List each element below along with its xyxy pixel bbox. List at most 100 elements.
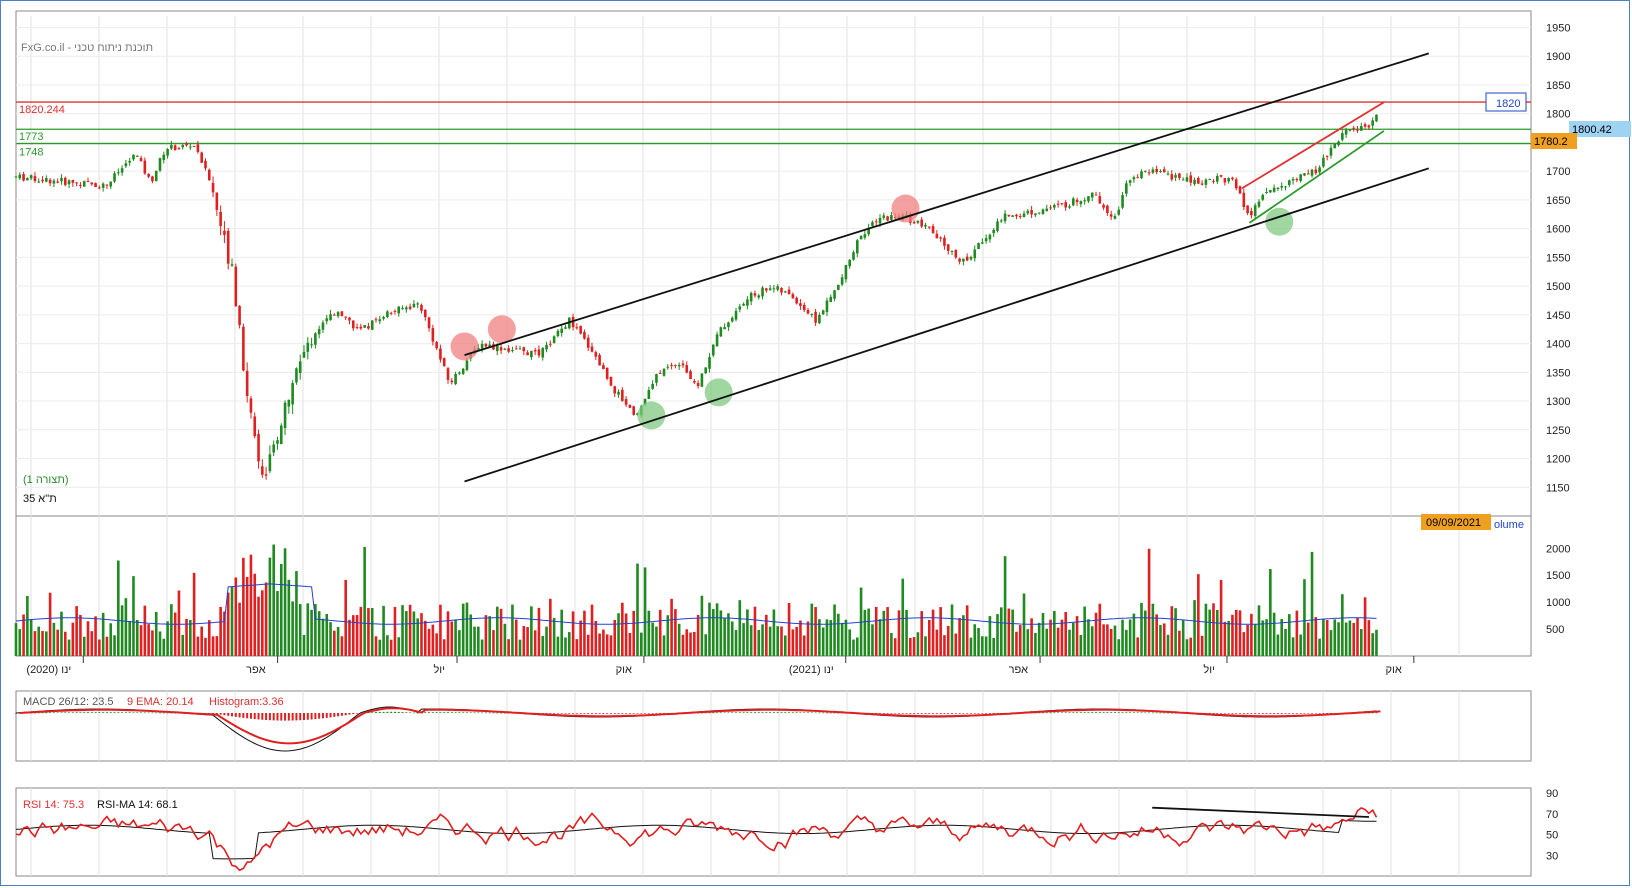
macd-histogram-bar — [371, 712, 374, 713]
macd-histogram-bar — [822, 712, 825, 714]
candle-body — [1299, 174, 1302, 181]
macd-histogram-bar — [1144, 712, 1147, 714]
candle-body — [90, 182, 94, 185]
candle-body — [120, 168, 124, 173]
candle-body — [882, 215, 886, 218]
candle-body — [56, 181, 59, 183]
candle-body — [1041, 209, 1045, 214]
macd-histogram-bar — [1246, 713, 1249, 714]
candle-body — [268, 454, 272, 472]
volume-ma-line — [15, 583, 1377, 625]
volume-bar — [840, 622, 844, 656]
volume-bar — [302, 634, 306, 656]
macd-histogram-bar — [227, 713, 230, 716]
macd-histogram-bar — [1140, 712, 1143, 714]
volume-tick-label: 1500 — [1546, 570, 1570, 582]
candle-body — [1090, 192, 1094, 198]
macd-histogram-bar — [935, 713, 938, 714]
volume-bar — [530, 606, 533, 656]
volume-bar — [442, 639, 446, 656]
macd-histogram-bar — [79, 712, 82, 713]
macd-histogram-bar — [803, 712, 806, 713]
candle-body — [1030, 209, 1033, 215]
candle-body — [329, 314, 332, 321]
volume-bar — [837, 613, 840, 656]
volume-bar — [189, 619, 192, 656]
volume-bar — [719, 610, 723, 656]
candle-body — [1280, 186, 1284, 188]
macd-histogram-bar — [829, 712, 832, 714]
macd-histogram-bar — [1072, 712, 1075, 713]
candle-body — [63, 177, 67, 185]
candle-body — [158, 158, 162, 171]
macd-histogram-bar — [75, 712, 78, 713]
rsi-label: RSI 14: 75.3 — [23, 799, 84, 811]
candle-body — [1204, 179, 1208, 185]
volume-bar — [738, 600, 742, 656]
macd-histogram-bar — [761, 712, 764, 713]
macd-histogram-bar — [985, 713, 988, 714]
candle-body — [1337, 141, 1340, 146]
volume-bar — [98, 639, 101, 656]
macd-histogram-bar — [750, 712, 753, 713]
rsi-panel — [15, 787, 1532, 877]
candle-body — [844, 265, 848, 280]
macd-histogram-bar — [1303, 713, 1306, 714]
macd-histogram-bar — [416, 712, 419, 714]
volume-bar — [742, 623, 745, 656]
candle-body — [98, 187, 101, 189]
candle-body — [1098, 196, 1102, 204]
candle-body — [621, 389, 624, 401]
macd-histogram-bar — [723, 712, 726, 714]
candle-body — [1306, 173, 1310, 175]
candle-body — [1060, 203, 1064, 205]
macd-histogram-bar — [1136, 712, 1139, 713]
volume-bar — [242, 557, 245, 656]
candle-body — [1212, 180, 1215, 182]
macd-label: MACD 26/12: 23.5 — [23, 696, 114, 708]
candle-body — [1018, 216, 1022, 218]
volume-bar — [1121, 619, 1124, 656]
macd-ema-label: 9 EMA: 20.14 — [127, 696, 194, 708]
candle-body — [1083, 200, 1086, 202]
candle-body — [18, 174, 22, 179]
macd-histogram-bar — [613, 713, 616, 714]
candle-body — [291, 383, 294, 405]
volume-bar — [1204, 603, 1208, 656]
macd-histogram-bar — [310, 713, 313, 720]
candle-body — [647, 390, 651, 400]
volume-bar — [780, 626, 783, 656]
candle-body — [556, 330, 560, 337]
candle-body — [927, 226, 931, 228]
volume-bar — [298, 604, 302, 656]
candle-body — [147, 173, 150, 177]
macd-histogram-bar — [128, 712, 131, 713]
volume-bar — [586, 634, 590, 656]
macd-histogram-bar — [306, 713, 309, 720]
macd-histogram-bar — [655, 713, 658, 714]
candle-body — [912, 222, 916, 224]
candlestick-series — [14, 114, 1378, 480]
macd-histogram-bar — [140, 712, 143, 714]
macd-histogram-bar — [1216, 713, 1219, 714]
candle-body — [874, 221, 878, 223]
macd-histogram-bar — [897, 713, 900, 714]
macd-histogram-bar — [340, 713, 343, 716]
date-badge — [1421, 514, 1491, 530]
macd-histogram-bar — [924, 713, 927, 714]
candle-body — [495, 345, 499, 352]
candle-body — [689, 371, 692, 380]
volume-bar — [825, 619, 829, 656]
macd-histogram-bar — [303, 713, 306, 721]
volume-bar — [261, 590, 264, 656]
candle-body — [1375, 114, 1378, 122]
macd-histogram-bar — [594, 713, 597, 714]
volume-bar — [1231, 614, 1234, 656]
candle-body — [26, 178, 29, 181]
candle-body — [981, 242, 984, 244]
macd-histogram-bar — [1307, 713, 1310, 714]
chart-title: FxG.co.il - תוכנת ניתוח טכני — [21, 42, 153, 54]
volume-bar — [1170, 606, 1174, 656]
candle-body — [734, 310, 738, 320]
